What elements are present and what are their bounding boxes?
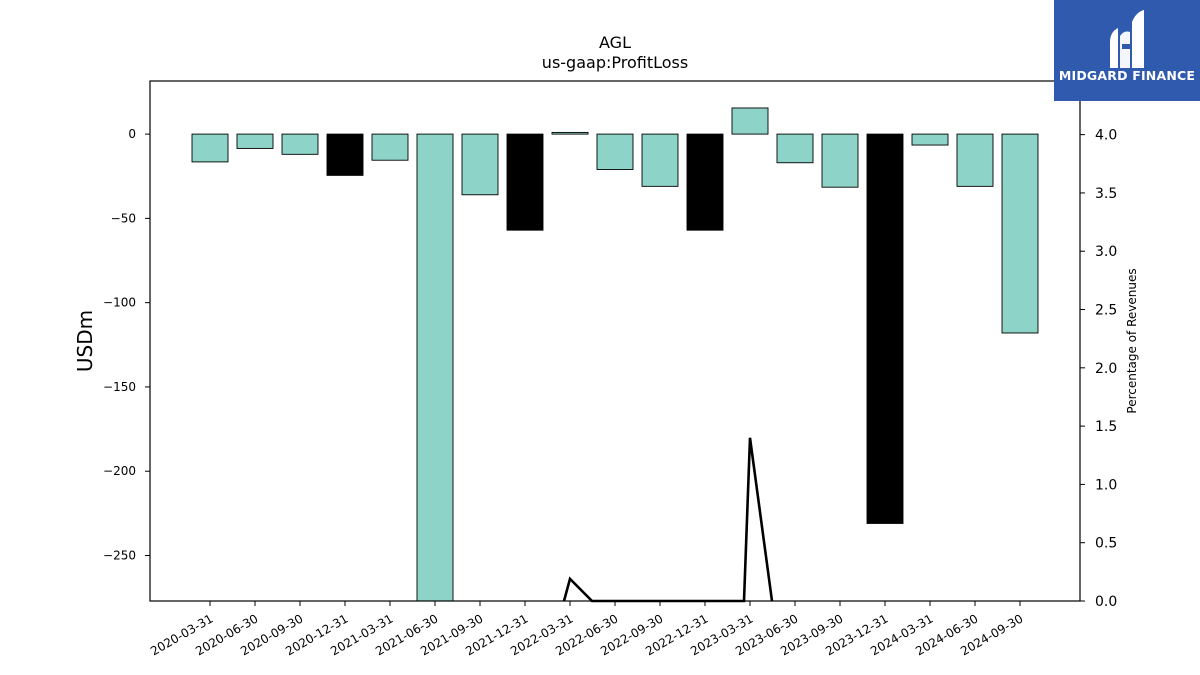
- bar-2020-09-30: [281, 133, 319, 155]
- bar-2021-06-30: [416, 133, 454, 602]
- x-axis: 2020-03-312020-06-302020-09-302020-12-31…: [148, 601, 1026, 658]
- bar-2022-09-30: [641, 133, 679, 187]
- y-tick-label: −250: [103, 548, 136, 562]
- chart-subtitle: us-gaap:ProfitLoss: [542, 53, 688, 72]
- y-tick-label: −50: [111, 211, 136, 225]
- y-axis-label: USDm: [73, 310, 97, 372]
- bar-2022-12-31: [686, 133, 724, 231]
- bar-2023-09-30: [821, 133, 859, 188]
- y-axis: 0 −50 −100 −150 −200 −250: [103, 127, 150, 562]
- bar-2020-06-30: [236, 133, 274, 149]
- bar-2020-03-31: [191, 133, 229, 163]
- midgard-logo-icon: [1110, 10, 1144, 68]
- bar-2023-03-31: [731, 107, 769, 135]
- bars-group: [191, 107, 1039, 602]
- y2-tick-label: 2.0: [1095, 361, 1117, 377]
- y2-tick-label: 2.5: [1095, 303, 1117, 319]
- bar-2023-06-30: [776, 133, 814, 164]
- bar-2021-09-30: [461, 133, 499, 196]
- bar-2021-12-31: [506, 133, 544, 231]
- y2-tick-label: 3.0: [1095, 244, 1117, 260]
- bar-2024-03-31: [911, 133, 949, 146]
- midgard-finance-logo: MIDGARD FINANCE: [1054, 0, 1200, 101]
- y2-tick-label: 0.0: [1095, 594, 1117, 610]
- y2-axis: 0.0 0.5 1.0 1.5 2.0 2.5 3.0 3.5 4.0: [1080, 128, 1117, 610]
- bar-2020-12-31: [326, 133, 364, 176]
- line-group: [562, 437, 774, 603]
- bar-2024-06-30: [956, 133, 994, 187]
- bar-2021-03-31: [371, 133, 409, 161]
- logo-text: MIDGARD FINANCE: [1058, 68, 1196, 83]
- y-tick-label: −150: [103, 380, 136, 394]
- y2-tick-label: 4.0: [1095, 128, 1117, 144]
- bar-2022-03-31: [551, 131, 589, 135]
- y-tick-label: −100: [103, 296, 136, 310]
- y2-axis-label: Percentage of Revenues: [1125, 268, 1139, 413]
- bar-2022-06-30: [596, 133, 634, 170]
- bar-2024-09-30: [1001, 133, 1039, 334]
- bar-2023-12-31: [866, 133, 904, 524]
- chart-title: AGL: [599, 33, 631, 52]
- y2-tick-label: 0.5: [1095, 536, 1117, 552]
- y2-tick-label: 1.0: [1095, 477, 1117, 493]
- y-tick-label: −200: [103, 464, 136, 478]
- y2-tick-label: 1.5: [1095, 419, 1117, 435]
- y-tick-label: 0: [128, 127, 136, 141]
- line-series: [562, 437, 774, 603]
- y2-tick-label: 3.5: [1095, 186, 1117, 202]
